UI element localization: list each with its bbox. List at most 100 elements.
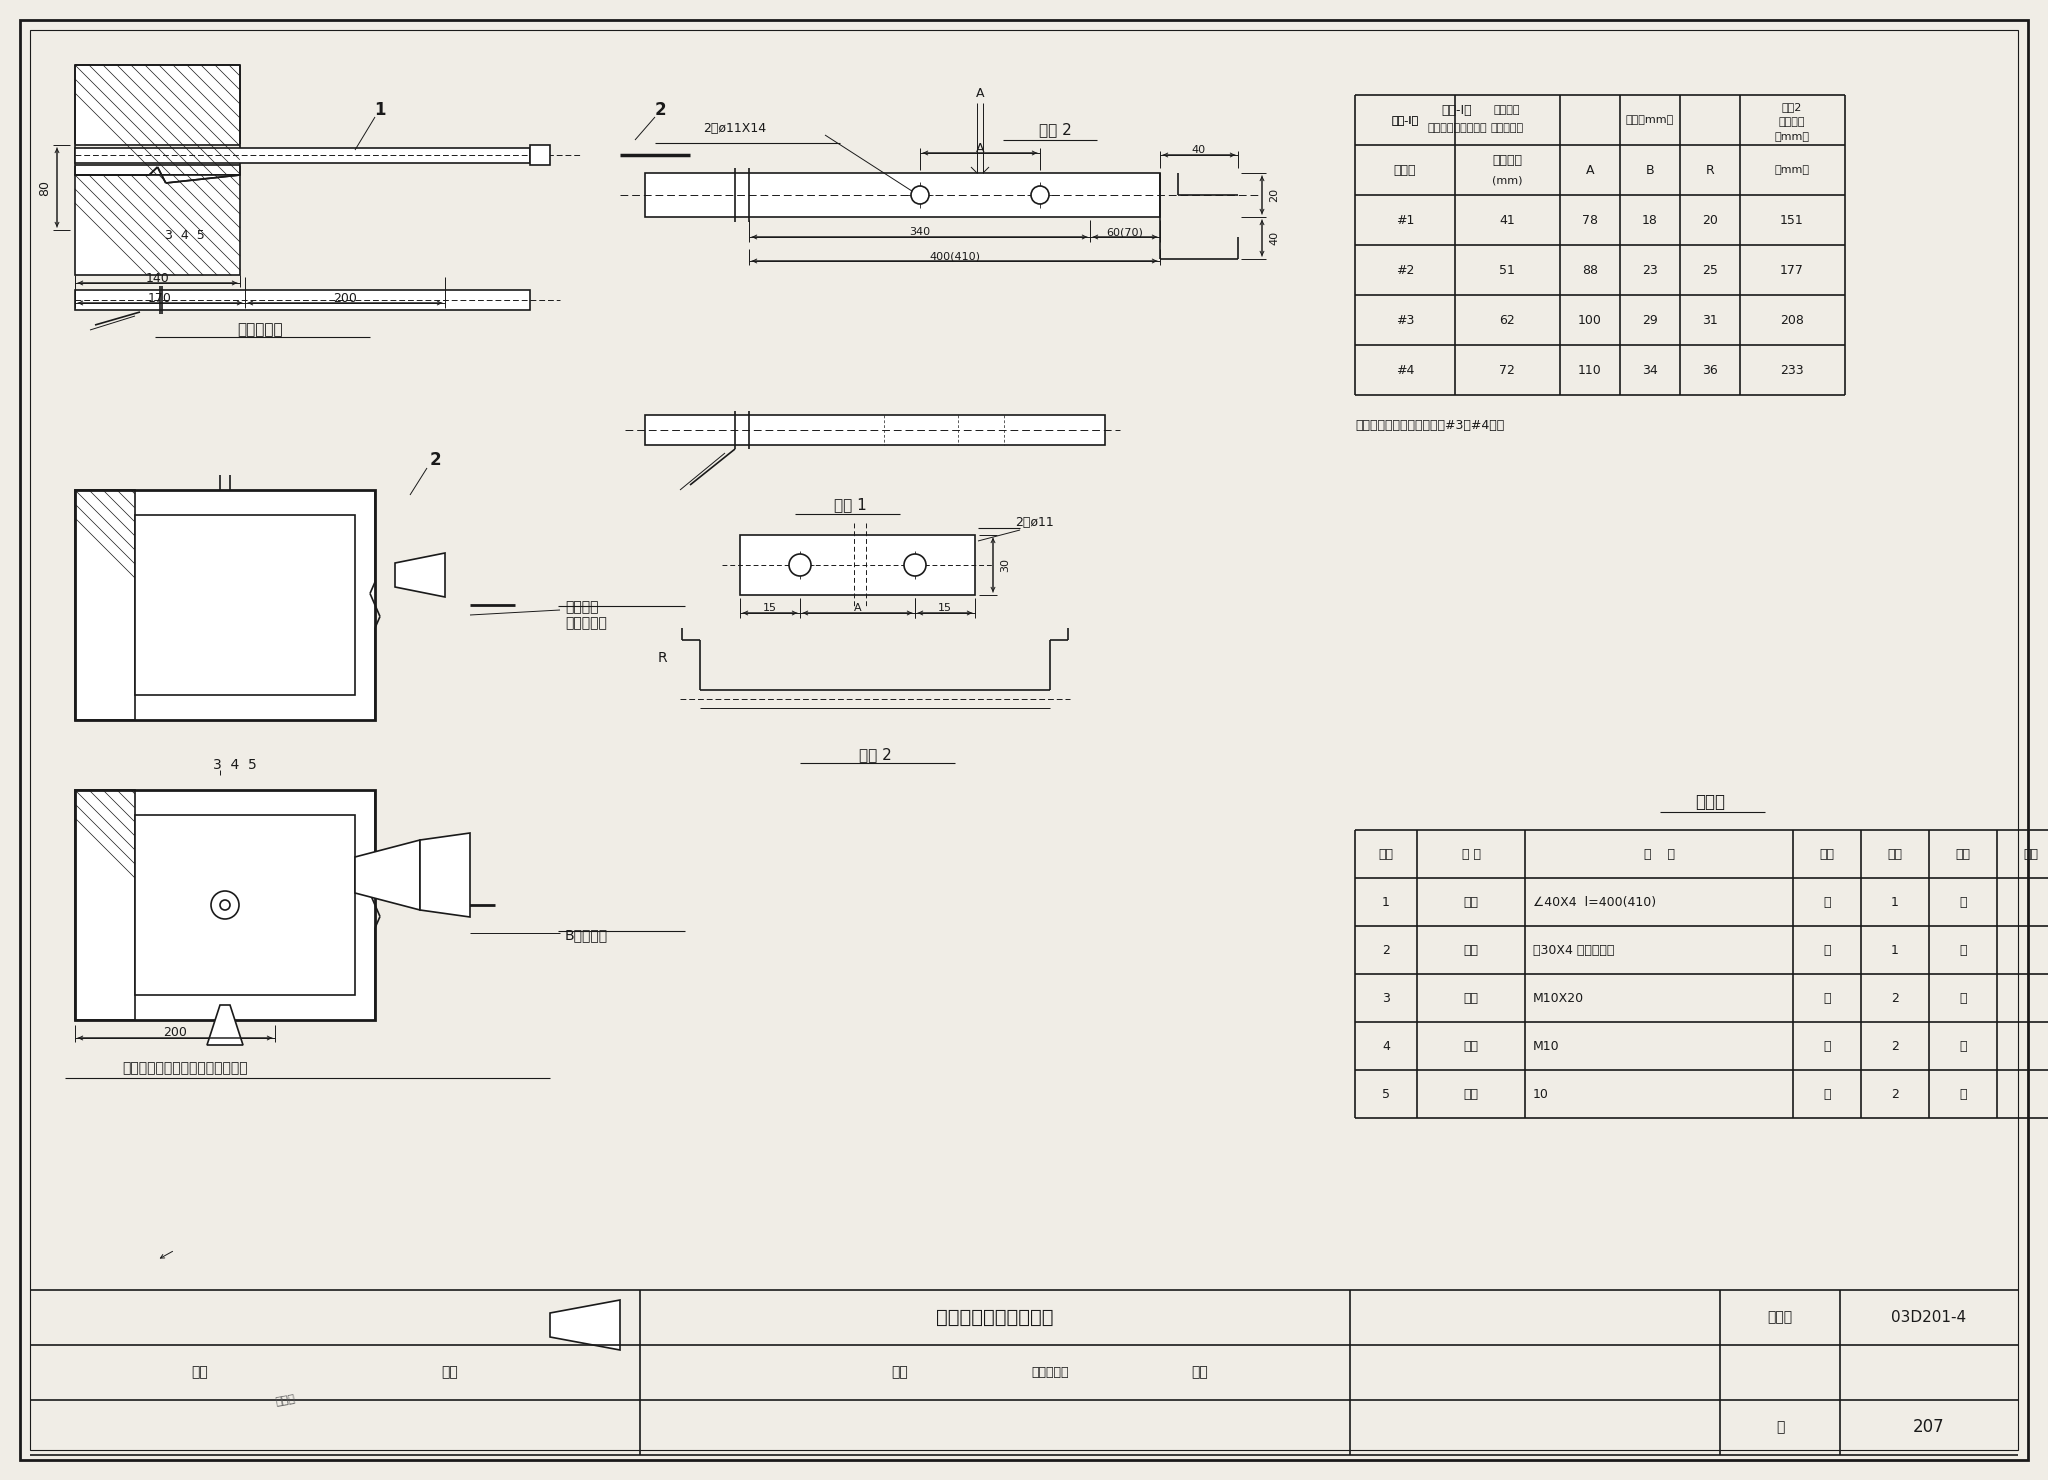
Bar — [76, 175, 240, 275]
Text: 隔离开关
或负荷开关: 隔离开关 或负荷开关 — [565, 599, 606, 630]
Text: B相中心线: B相中心线 — [565, 928, 608, 941]
Text: M10X20: M10X20 — [1534, 992, 1583, 1005]
Text: #4: #4 — [1397, 364, 1415, 376]
Bar — [645, 173, 1159, 218]
Text: A: A — [854, 602, 862, 613]
Text: 审定: 审定 — [891, 1365, 909, 1379]
Text: 80: 80 — [39, 179, 51, 195]
Text: 40: 40 — [1270, 231, 1280, 246]
Polygon shape — [395, 554, 444, 596]
Text: #3: #3 — [1397, 314, 1415, 327]
Text: 72: 72 — [1499, 364, 1516, 376]
Text: 审核: 审核 — [193, 1365, 209, 1379]
Bar — [135, 815, 354, 995]
Text: 环氧树脂电缆终端头: 环氧树脂电缆终端头 — [1427, 123, 1487, 133]
Text: 400(410): 400(410) — [930, 252, 981, 260]
Text: 2: 2 — [430, 451, 440, 469]
Polygon shape — [551, 1299, 621, 1350]
Text: －: － — [1960, 895, 1966, 909]
Text: 23: 23 — [1642, 263, 1659, 277]
Text: －: － — [1960, 992, 1966, 1005]
Text: 垫圈: 垫圈 — [1464, 1088, 1479, 1101]
Text: －: － — [1960, 944, 1966, 956]
Text: 1: 1 — [1890, 895, 1898, 909]
Text: 个: 个 — [1823, 1088, 1831, 1101]
Text: 200: 200 — [164, 1027, 186, 1039]
Text: －: － — [1960, 1088, 1966, 1101]
Text: 2: 2 — [1382, 944, 1391, 956]
Text: 30: 30 — [999, 558, 1010, 571]
Text: 零件 2: 零件 2 — [858, 747, 891, 762]
Text: 卡子: 卡子 — [1464, 944, 1479, 956]
Text: 环氧树脂: 环氧树脂 — [1493, 105, 1520, 115]
Text: 88: 88 — [1581, 263, 1597, 277]
Text: 壳体号: 壳体号 — [1395, 163, 1417, 176]
Polygon shape — [354, 841, 420, 910]
Text: 3: 3 — [1382, 992, 1391, 1005]
Circle shape — [911, 186, 930, 204]
Circle shape — [903, 554, 926, 576]
Text: 螺栓: 螺栓 — [1464, 992, 1479, 1005]
Text: 340: 340 — [909, 226, 930, 237]
Text: A: A — [1585, 163, 1593, 176]
Text: 40: 40 — [1192, 145, 1206, 155]
Text: 25: 25 — [1702, 263, 1718, 277]
Text: －: － — [1960, 1039, 1966, 1052]
Bar — [76, 490, 135, 719]
Text: 20: 20 — [1270, 188, 1280, 203]
Text: 页次: 页次 — [1956, 848, 1970, 860]
Text: 15: 15 — [764, 602, 776, 613]
Bar — [76, 148, 530, 163]
Text: #2: #2 — [1397, 263, 1415, 277]
Text: 207: 207 — [1913, 1418, 1946, 1436]
Bar — [530, 145, 551, 164]
Text: 页: 页 — [1776, 1419, 1784, 1434]
Text: 备注: 备注 — [2023, 848, 2038, 860]
Bar — [739, 534, 975, 595]
Text: 18: 18 — [1642, 213, 1659, 226]
Text: 233: 233 — [1780, 364, 1804, 376]
Text: （mm）: （mm） — [1774, 164, 1810, 175]
Text: 5: 5 — [1382, 1088, 1391, 1101]
Text: 2: 2 — [1890, 1088, 1898, 1101]
Text: 个: 个 — [1823, 944, 1831, 956]
Text: 尺寸（mm）: 尺寸（mm） — [1626, 115, 1673, 124]
Text: M10: M10 — [1534, 1039, 1561, 1052]
Bar — [76, 490, 375, 719]
Text: 序号: 序号 — [1378, 848, 1393, 860]
Text: 140: 140 — [145, 271, 170, 284]
Text: 安装在墙上: 安装在墙上 — [238, 323, 283, 337]
Text: 20: 20 — [1702, 213, 1718, 226]
Bar — [135, 515, 354, 696]
Text: 3  4  5: 3 4 5 — [213, 758, 256, 773]
Text: 数量: 数量 — [1888, 848, 1903, 860]
Text: 螺母: 螺母 — [1464, 1039, 1479, 1052]
Text: 1: 1 — [1890, 944, 1898, 956]
Text: 规    格: 规 格 — [1642, 848, 1675, 860]
Text: 个: 个 — [1823, 1039, 1831, 1052]
Text: 根: 根 — [1823, 895, 1831, 909]
Text: 3  4  5: 3 4 5 — [166, 228, 205, 241]
Text: 图集号: 图集号 — [1767, 1310, 1792, 1325]
Text: 2: 2 — [1890, 992, 1898, 1005]
Text: 51: 51 — [1499, 263, 1516, 277]
Text: 零件 1: 零件 1 — [834, 497, 866, 512]
Text: 03D201-4: 03D201-4 — [1892, 1310, 1966, 1325]
Text: （mm）: （mm） — [1774, 132, 1810, 142]
Text: 4: 4 — [1382, 1039, 1391, 1052]
Text: 个: 个 — [1823, 992, 1831, 1005]
Text: 2孔ø11: 2孔ø11 — [1016, 515, 1055, 528]
Text: 62: 62 — [1499, 314, 1516, 327]
Text: 户内-I型: 户内-I型 — [1391, 115, 1419, 124]
Circle shape — [219, 900, 229, 910]
Text: 29: 29 — [1642, 314, 1659, 327]
Text: ∠40X4  l=400(410): ∠40X4 l=400(410) — [1534, 895, 1657, 909]
Text: 电缆终端头: 电缆终端头 — [1491, 123, 1524, 133]
Bar — [76, 65, 240, 175]
Text: 34: 34 — [1642, 364, 1659, 376]
Text: 2: 2 — [1890, 1039, 1898, 1052]
Text: A: A — [975, 86, 985, 99]
Text: 明细表: 明细表 — [1696, 793, 1724, 811]
Text: 1: 1 — [375, 101, 385, 118]
Text: #1: #1 — [1397, 213, 1415, 226]
